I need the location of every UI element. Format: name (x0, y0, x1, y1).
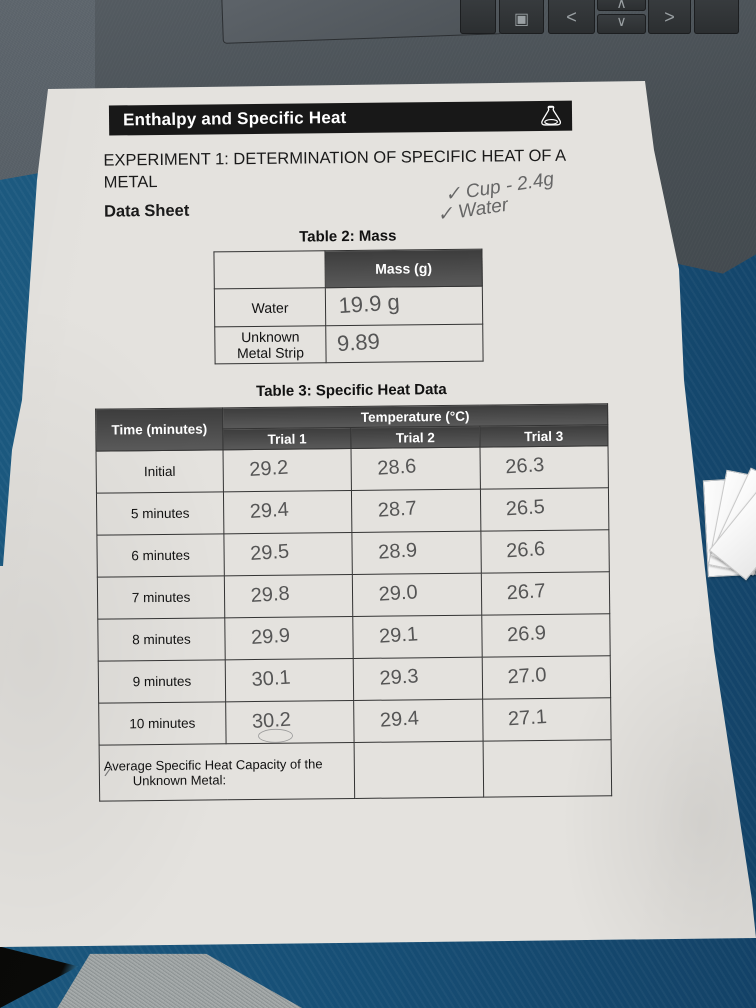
svg-text:28.7: 28.7 (377, 497, 417, 521)
svg-text:26.6: 26.6 (506, 538, 546, 562)
svg-text:29.2: 29.2 (248, 457, 288, 481)
svg-text:27.1: 27.1 (508, 706, 548, 730)
svg-text:29.9: 29.9 (250, 625, 290, 649)
svg-text:26.9: 26.9 (507, 622, 547, 646)
svg-text:29.8: 29.8 (250, 583, 290, 607)
svg-text:29.3: 29.3 (379, 665, 419, 689)
svg-text:26.7: 26.7 (506, 580, 546, 604)
svg-text:19.9 g: 19.9 g (338, 289, 401, 318)
svg-text:27.0: 27.0 (507, 664, 547, 688)
svg-text:29.4: 29.4 (379, 707, 419, 731)
svg-text:9.89: 9.89 (336, 328, 380, 356)
svg-text:26.5: 26.5 (505, 496, 545, 520)
svg-text:28.9: 28.9 (378, 539, 418, 563)
svg-text:26.3: 26.3 (505, 454, 545, 478)
svg-text:28.6: 28.6 (377, 455, 417, 479)
svg-text:29.5: 29.5 (249, 541, 289, 565)
svg-text:29.4: 29.4 (249, 499, 289, 523)
svg-text:29.1: 29.1 (378, 623, 418, 647)
svg-text:29.0: 29.0 (378, 581, 418, 605)
svg-text:30.1: 30.1 (251, 667, 291, 691)
